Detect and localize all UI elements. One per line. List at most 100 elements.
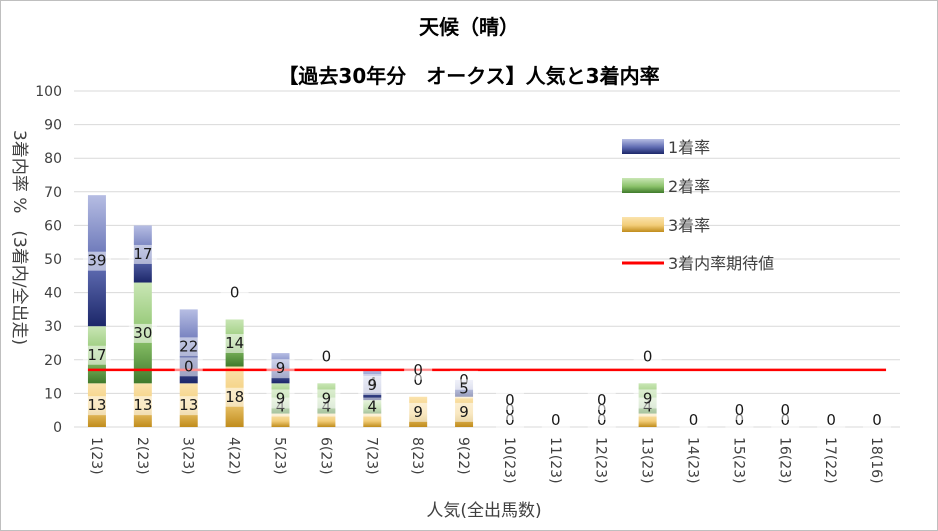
y-tick-label: 90 xyxy=(44,118,62,134)
data-label-bg xyxy=(725,401,754,420)
y-tick-label: 100 xyxy=(35,84,62,100)
legend-label-1st: 1着率 xyxy=(668,138,710,157)
x-tick-label: 18(16) xyxy=(868,437,884,484)
x-tick-label: 16(23) xyxy=(776,437,792,484)
data-label-bg xyxy=(174,357,203,377)
data-label-bg xyxy=(541,411,570,430)
data-label-2nd-15: 0 xyxy=(735,401,745,419)
data-label-3rd-11: 0 xyxy=(551,411,561,429)
x-tick-label: 13(23) xyxy=(639,437,655,484)
data-label-bg xyxy=(128,244,157,264)
data-label-2nd-3: 0 xyxy=(184,357,194,375)
data-label-1st-5: 9 xyxy=(276,359,286,377)
data-label-3rd-2: 13 xyxy=(133,396,152,414)
data-label-1st-4: 0 xyxy=(230,283,240,301)
x-tick-label: 8(23) xyxy=(409,437,425,475)
legend-swatch-3rd xyxy=(622,217,664,232)
x-tick-label: 5(23) xyxy=(272,437,288,475)
x-tick-label: 9(22) xyxy=(455,437,471,475)
data-label-1st-13: 0 xyxy=(643,347,653,365)
data-label-3rd-18: 0 xyxy=(872,411,882,429)
y-tick-label: 0 xyxy=(53,420,62,436)
y-tick-label: 20 xyxy=(44,353,62,369)
data-label-bg xyxy=(495,391,524,410)
data-label-bg xyxy=(633,389,662,409)
y-tick-label: 30 xyxy=(44,319,62,335)
legend-label-2nd: 2着率 xyxy=(668,177,710,196)
y-axis-label: 3着内率 % (3着内/全出走) xyxy=(9,130,29,345)
data-labels: 1317391330171302218140499490449900905000… xyxy=(82,244,892,430)
x-tick-label: 3(23) xyxy=(180,437,196,475)
data-label-bg xyxy=(220,387,249,407)
data-label-bg xyxy=(128,323,157,343)
legend-label-3rd: 3着率 xyxy=(668,216,710,235)
data-label-1st-12: 0 xyxy=(597,391,607,409)
data-label-bg xyxy=(450,402,479,422)
legend: 1着率 2着率 3着率 3着内率期待値 xyxy=(622,138,774,273)
legend-swatch-1st xyxy=(622,139,664,154)
data-label-bg xyxy=(358,397,387,417)
data-label-3rd-14: 0 xyxy=(689,411,699,429)
bar-3rd-6 xyxy=(317,413,336,427)
data-label-1st-7: 9 xyxy=(368,376,378,394)
data-label-bg xyxy=(266,389,295,409)
legend-label-expected: 3着内率期待値 xyxy=(668,254,774,273)
x-tick-label: 15(23) xyxy=(730,437,746,484)
data-label-bg xyxy=(128,396,157,416)
data-label-3rd-9: 9 xyxy=(459,403,469,421)
x-tick-label: 10(23) xyxy=(501,437,517,484)
bar-3rd-13 xyxy=(638,413,657,427)
y-axis-ticks: 0 10 20 30 40 50 60 70 80 90 100 xyxy=(35,84,62,436)
y-tick-label: 10 xyxy=(44,386,62,402)
gridlines xyxy=(74,90,900,428)
y-tick-label: 60 xyxy=(44,218,62,234)
data-label-1st-2: 17 xyxy=(133,245,152,263)
x-tick-label: 6(23) xyxy=(317,437,333,475)
data-label-2nd-2: 30 xyxy=(133,324,152,342)
y-tick-label: 40 xyxy=(44,286,62,302)
data-label-bg xyxy=(633,347,662,367)
data-label-bg xyxy=(817,411,846,430)
legend-swatch-2nd xyxy=(622,178,664,193)
data-label-bg xyxy=(82,396,111,416)
bar-3rd-5 xyxy=(271,413,290,427)
data-label-1st-8: 0 xyxy=(413,361,423,379)
data-label-2nd-6: 9 xyxy=(322,389,332,407)
data-label-3rd-1: 13 xyxy=(87,396,106,414)
x-tick-label: 4(22) xyxy=(226,437,242,475)
data-label-1st-9: 5 xyxy=(459,379,469,397)
data-label-2nd-16: 0 xyxy=(781,401,791,419)
x-axis-ticks: 1(23) 2(23) 3(23) 4(22) 5(23) 6(23) 7(23) 8(23)… xyxy=(88,437,884,484)
bar-3rd-7 xyxy=(363,413,382,427)
data-label-3rd-3: 13 xyxy=(179,396,198,414)
data-label-2nd-5: 9 xyxy=(276,389,286,407)
data-label-bg xyxy=(266,359,295,379)
data-label-bg xyxy=(587,391,616,410)
x-tick-label: 12(23) xyxy=(593,437,609,484)
x-axis-label: 人気(全出馬数) xyxy=(426,501,541,521)
data-label-bg xyxy=(312,347,341,367)
x-tick-label: 2(23) xyxy=(134,437,150,475)
x-tick-label: 14(23) xyxy=(685,437,701,484)
data-label-1st-3: 22 xyxy=(179,337,198,355)
data-label-3rd-17: 0 xyxy=(826,411,836,429)
chart-subtitle: 【過去30年分 オークス】人気と3着内率 xyxy=(278,64,659,88)
data-label-bg xyxy=(450,379,479,399)
data-label-bg xyxy=(863,411,892,430)
data-label-bg xyxy=(174,396,203,416)
data-label-2nd-13: 9 xyxy=(643,389,653,407)
data-label-2nd-1: 17 xyxy=(87,346,106,364)
data-label-bg xyxy=(404,402,433,422)
data-label-bg xyxy=(679,411,708,430)
data-label-bg xyxy=(220,334,249,353)
y-tick-label: 70 xyxy=(44,185,62,201)
x-tick-label: 1(23) xyxy=(88,437,104,475)
data-label-1st-10: 0 xyxy=(505,391,515,409)
data-label-bg xyxy=(174,337,203,357)
chart-title: 天候（晴） xyxy=(419,15,519,39)
data-label-3rd-8: 9 xyxy=(413,403,423,421)
data-label-3rd-4: 18 xyxy=(225,388,244,406)
data-label-bg xyxy=(82,345,111,365)
